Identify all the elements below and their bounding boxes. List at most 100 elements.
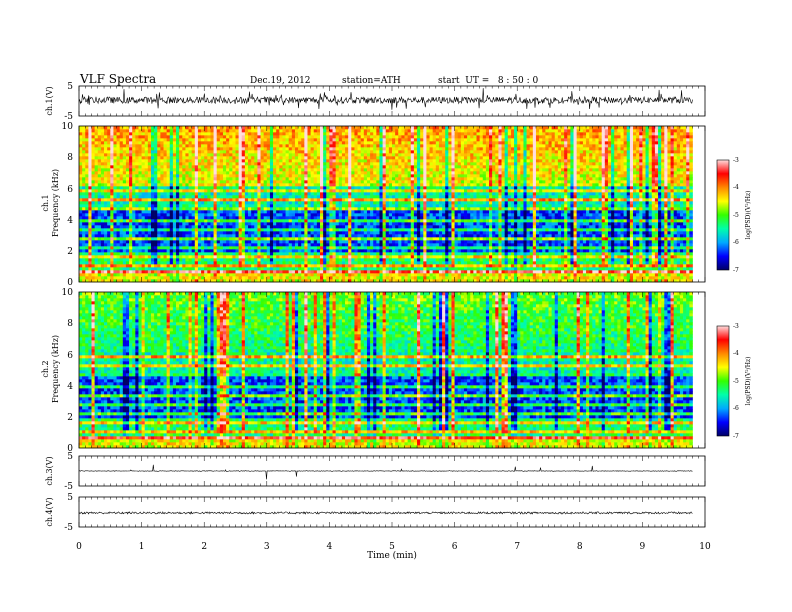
- spectrogram-cell: [88, 228, 91, 231]
- spectrogram-cell: [148, 243, 151, 246]
- spectrogram-cell: [88, 132, 91, 135]
- spectrogram-cell: [113, 180, 116, 183]
- spectrogram-cell: [95, 162, 98, 165]
- spectrogram-cell: [138, 207, 141, 210]
- spectrogram-cell: [176, 264, 179, 267]
- spectrogram-cell: [85, 126, 88, 129]
- spectrogram-cell: [101, 216, 104, 219]
- spectrogram-cell: [164, 246, 167, 249]
- spectrogram-cell: [207, 177, 210, 180]
- spectrogram-cell: [195, 195, 198, 198]
- spectrogram-cell: [195, 255, 198, 258]
- spectrogram-cell: [179, 159, 182, 162]
- spectrogram-cell: [79, 162, 82, 165]
- spectrogram-cell: [182, 222, 185, 225]
- spectrogram-cell: [192, 240, 195, 243]
- spectrogram-cell: [182, 270, 185, 273]
- spectrogram-cell: [148, 273, 151, 276]
- spectrogram-cell: [126, 267, 129, 270]
- spectrogram-cell: [195, 168, 198, 171]
- spectrogram-cell: [164, 201, 167, 204]
- spectrogram-cell: [170, 270, 173, 273]
- spectrogram-cell: [198, 246, 201, 249]
- spectrogram-cell: [167, 204, 170, 207]
- spectrogram-cell: [101, 135, 104, 138]
- spectrogram-cell: [138, 273, 141, 276]
- spectrogram-cell: [123, 213, 126, 216]
- spectrogram-cell: [132, 234, 135, 237]
- spectrogram-cell: [135, 126, 138, 129]
- spectrogram-cell: [179, 183, 182, 186]
- spectrogram-cell: [195, 189, 198, 192]
- spectrogram-cell: [110, 153, 113, 156]
- spectrogram-cell: [132, 222, 135, 225]
- spectrogram-cell: [85, 231, 88, 234]
- spectrogram-cell: [98, 132, 101, 135]
- spectrogram-cell: [79, 195, 82, 198]
- spectrogram-cell: [88, 153, 91, 156]
- spectrogram-cell: [117, 138, 120, 141]
- spectrogram-cell: [98, 147, 101, 150]
- spectrogram-cell: [85, 207, 88, 210]
- spectrogram-cell: [173, 135, 176, 138]
- spectrogram-cell: [151, 222, 154, 225]
- spectrogram-cell: [98, 189, 101, 192]
- spectrogram-cell: [182, 168, 185, 171]
- spectrogram-cell: [170, 159, 173, 162]
- spectrogram-cell: [117, 147, 120, 150]
- spectrogram-cell: [104, 246, 107, 249]
- spectrogram-cell: [95, 201, 98, 204]
- spectrogram-cell: [135, 240, 138, 243]
- spectrogram-cell: [176, 240, 179, 243]
- spectrogram-cell: [179, 129, 182, 132]
- spectrogram-cell: [82, 228, 85, 231]
- spectrogram-cell: [98, 270, 101, 273]
- spectrogram-cell: [189, 153, 192, 156]
- spectrogram-cell: [138, 186, 141, 189]
- spectrogram-cell: [132, 252, 135, 255]
- spectrogram-cell: [195, 150, 198, 153]
- spectrogram-cell: [104, 156, 107, 159]
- spectrogram-cell: [192, 216, 195, 219]
- spectrogram-cell: [82, 219, 85, 222]
- spectrogram-cell: [185, 183, 188, 186]
- spectrogram-cell: [173, 189, 176, 192]
- spectrogram-cell: [160, 159, 163, 162]
- spectrogram-cell: [104, 171, 107, 174]
- spectrogram-cell: [138, 264, 141, 267]
- spectrogram-cell: [167, 129, 170, 132]
- spectrogram-cell: [201, 135, 204, 138]
- spectrogram-cell: [120, 150, 123, 153]
- spectrogram-cell: [195, 129, 198, 132]
- spectrogram-cell: [82, 216, 85, 219]
- spectrogram-cell: [185, 150, 188, 153]
- spectrogram-cell: [198, 267, 201, 270]
- spectrogram-cell: [101, 201, 104, 204]
- spectrogram-cell: [138, 135, 141, 138]
- spectrogram-cell: [110, 165, 113, 168]
- spectrogram-cell: [110, 162, 113, 165]
- spectrogram-cell: [123, 228, 126, 231]
- spectrogram-cell: [185, 135, 188, 138]
- spectrogram-cell: [104, 153, 107, 156]
- spectrogram-cell: [151, 165, 154, 168]
- spectrogram-cell: [135, 147, 138, 150]
- spectrogram-cell: [210, 273, 213, 276]
- spectrogram-cell: [123, 270, 126, 273]
- spectrogram-cell: [179, 180, 182, 183]
- spectrogram-cell: [92, 174, 95, 177]
- spectrogram-cell: [88, 147, 91, 150]
- spectrogram-cell: [167, 192, 170, 195]
- spectrogram-cell: [151, 186, 154, 189]
- spectrogram-cell: [157, 240, 160, 243]
- spectrogram-cell: [101, 153, 104, 156]
- spectrogram-cell: [82, 162, 85, 165]
- spectrogram-cell: [129, 213, 132, 216]
- spectrogram-cell: [79, 231, 82, 234]
- spectrogram-cell: [198, 165, 201, 168]
- spectrogram-cell: [107, 129, 110, 132]
- spectrogram-cell: [145, 174, 148, 177]
- spectrogram-cell: [129, 162, 132, 165]
- spectrogram-cell: [113, 144, 116, 147]
- spectrogram-cell: [164, 156, 167, 159]
